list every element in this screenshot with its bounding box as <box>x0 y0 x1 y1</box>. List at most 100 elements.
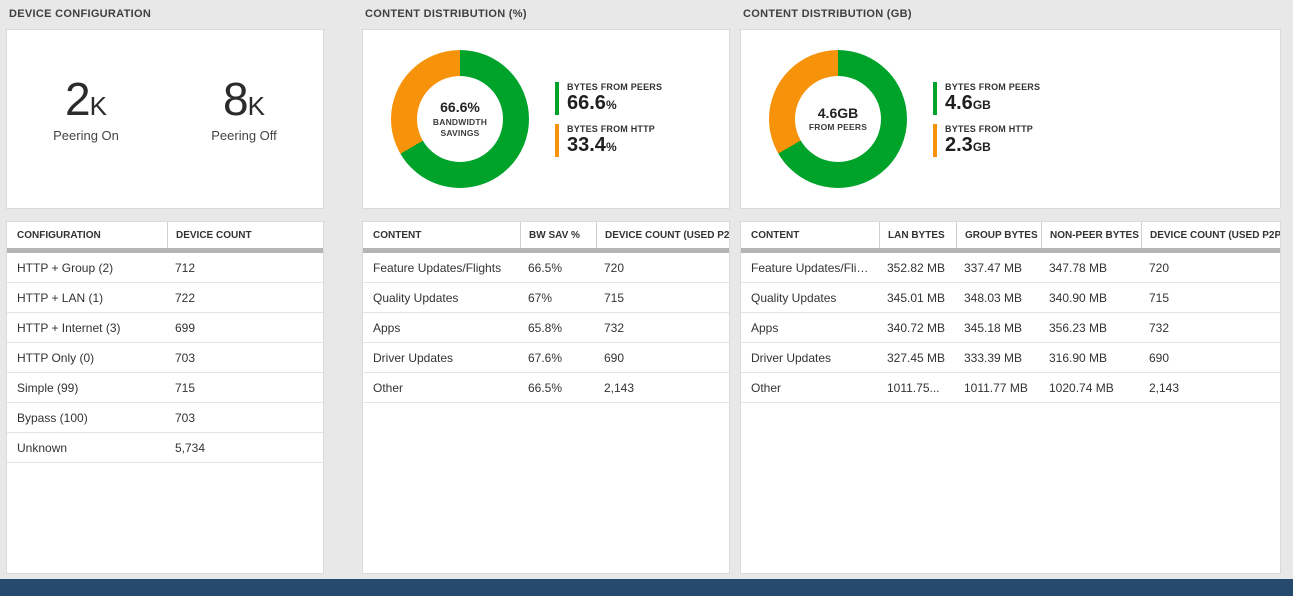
legend-value-bytes-from-peers: 4.6GB <box>945 92 1040 115</box>
table-row: Bypass (100) 703 <box>7 403 323 433</box>
cell-bw-sav-pct: 67% <box>528 290 553 305</box>
cell-non-peer-bytes: 1020.74 MB <box>1049 380 1114 395</box>
legend-item-bytes-from-peers: BYTES FROM PEERS 66.6% <box>555 81 662 115</box>
legend-value-unit: GB <box>972 97 991 112</box>
column-header-group-bytes: GROUP BYTES <box>956 222 1041 248</box>
peering-off-value: 8 <box>223 73 249 125</box>
legend-item-bytes-from-http: BYTES FROM HTTP 2.3GB <box>933 123 1040 157</box>
chart-legend: BYTES FROM PEERS 66.6% BYTES FROM HTTP 3… <box>555 81 662 157</box>
cell-device-count: 732 <box>1149 320 1170 335</box>
cell-lan-bytes: 352.82 MB <box>887 260 946 275</box>
cell-non-peer-bytes: 340.90 MB <box>1049 290 1108 305</box>
cell-device-count: 2,143 <box>604 380 635 395</box>
cell-device-count: 703 <box>175 350 196 365</box>
device-configuration-table: CONFIGURATION DEVICE COUNT HTTP + Group … <box>6 221 324 574</box>
column-header-content: CONTENT <box>751 229 800 241</box>
legend-item-bytes-from-peers: BYTES FROM PEERS 4.6GB <box>933 81 1041 115</box>
donut-center-label: 4.6GB FROM PEERS <box>795 76 881 162</box>
legend-swatch-green <box>555 81 559 115</box>
cell-group-bytes: 1011.77 MB <box>964 380 1028 395</box>
legend-label-bytes-from-peers: BYTES FROM PEERS <box>567 81 663 92</box>
legend-value-bytes-from-http: 2.3GB <box>945 134 1033 157</box>
content-distribution-pct-section: CONTENT DISTRIBUTION (%) 66.6% BANDWIDTH… <box>362 8 730 574</box>
cell-non-peer-bytes: 316.90 MB <box>1049 350 1108 365</box>
cell-configuration: HTTP Only (0) <box>17 350 95 365</box>
table-row: Driver Updates 327.45 MB 333.39 MB 316.9… <box>741 343 1280 373</box>
cell-lan-bytes: 340.72 MB <box>887 320 946 335</box>
cell-content: Quality Updates <box>373 290 459 305</box>
chart-body: 66.6% BANDWIDTH SAVINGS BYTES FROM PEERS… <box>363 30 729 208</box>
legend-value-unit: % <box>605 139 617 154</box>
panel-title-device-configuration: DEVICE CONFIGURATION <box>9 8 152 20</box>
stat-peering-off: 8K Peering Off <box>165 76 323 208</box>
cell-non-peer-bytes: 356.23 MB <box>1049 320 1108 335</box>
content-distribution-gb-table: CONTENT LAN BYTES GROUP BYTES NON-PEER B… <box>740 221 1281 574</box>
legend-label-bytes-from-peers: BYTES FROM PEERS <box>945 81 1041 92</box>
table-header-divider <box>7 248 323 253</box>
table-row: Quality Updates 345.01 MB 348.03 MB 340.… <box>741 283 1280 313</box>
chart-legend: BYTES FROM PEERS 4.6GB BYTES FROM HTTP 2… <box>933 81 1041 157</box>
table-row: Driver Updates 67.6% 690 <box>363 343 729 373</box>
donut-center-caption-line1: BANDWIDTH <box>432 116 488 127</box>
cell-content: Feature Updates/Flights <box>751 260 879 275</box>
legend-value-number: 66.6 <box>567 91 606 114</box>
chart-body: 4.6GB FROM PEERS BYTES FROM PEERS 4.6GB <box>741 30 1280 208</box>
device-configuration-section: DEVICE CONFIGURATION 2K Peering On 8K Pe… <box>6 8 324 574</box>
cell-device-count: 722 <box>175 290 196 305</box>
table-row: Other 66.5% 2,143 <box>363 373 729 403</box>
cell-group-bytes: 333.39 MB <box>964 350 1023 365</box>
legend-value-unit: % <box>605 97 617 112</box>
table-row: HTTP + Internet (3) 699 <box>7 313 323 343</box>
cell-bw-sav-pct: 67.6% <box>528 350 563 365</box>
table-row: Apps 65.8% 732 <box>363 313 729 343</box>
cell-configuration: Unknown <box>17 440 68 455</box>
table-header-divider <box>741 248 1280 253</box>
stat-peering-on: 2K Peering On <box>7 76 165 208</box>
cell-group-bytes: 348.03 MB <box>964 290 1023 305</box>
cell-configuration: Bypass (100) <box>17 410 88 425</box>
legend-value-number: 33.4 <box>567 133 606 156</box>
peering-off-unit: K <box>247 91 265 121</box>
table-header-row: CONFIGURATION DEVICE COUNT <box>7 222 323 248</box>
peering-on-value: 2 <box>65 73 91 125</box>
cell-content: Other <box>751 380 782 395</box>
delivery-optimization-dashboard: DEVICE CONFIGURATION 2K Peering On 8K Pe… <box>6 8 1281 574</box>
legend-text: BYTES FROM PEERS 66.6% <box>567 82 662 115</box>
device-configuration-stats-card: 2K Peering On 8K Peering Off <box>6 29 324 209</box>
cell-device-count: 2,143 <box>1149 380 1180 395</box>
panel-title-content-distribution-gb: CONTENT DISTRIBUTION (GB) <box>743 8 912 20</box>
cell-group-bytes: 337.47 MB <box>964 260 1023 275</box>
cell-lan-bytes: 327.45 MB <box>887 350 946 365</box>
cell-device-count: 690 <box>1149 350 1170 365</box>
peering-on-label: Peering On <box>53 128 119 143</box>
cell-configuration: HTTP + Group (2) <box>17 260 114 275</box>
cell-content: Driver Updates <box>751 350 832 365</box>
cell-non-peer-bytes: 347.78 MB <box>1049 260 1108 275</box>
donut-center-value: 66.6% <box>440 99 480 116</box>
legend-label-bytes-from-http: BYTES FROM HTTP <box>945 123 1033 134</box>
bandwidth-savings-donut-chart: 66.6% BANDWIDTH SAVINGS <box>391 50 529 188</box>
table-row: HTTP + Group (2) 712 <box>7 253 323 283</box>
table-row: HTTP + LAN (1) 722 <box>7 283 323 313</box>
cell-content: Quality Updates <box>751 290 837 305</box>
cell-device-count: 712 <box>175 260 196 275</box>
table-row: Other 1011.75... 1011.77 MB 1020.74 MB 2… <box>741 373 1280 403</box>
cell-device-count: 699 <box>175 320 196 335</box>
cell-device-count: 703 <box>175 410 196 425</box>
cell-bw-sav-pct: 66.5% <box>528 380 563 395</box>
peering-off-value-group: 8K <box>165 76 323 122</box>
legend-item-bytes-from-http: BYTES FROM HTTP 33.4% <box>555 123 662 157</box>
content-distribution-gb-chart-card: 4.6GB FROM PEERS BYTES FROM PEERS 4.6GB <box>740 29 1281 209</box>
cell-lan-bytes: 345.01 MB <box>887 290 946 305</box>
legend-value-unit: GB <box>972 139 991 154</box>
cell-device-count: 690 <box>604 350 625 365</box>
column-header-non-peer-bytes: NON-PEER BYTES <box>1041 222 1141 248</box>
legend-text: BYTES FROM HTTP 2.3GB <box>945 124 1033 157</box>
table-header-divider <box>363 248 729 253</box>
donut-center-caption-line2: SAVINGS <box>440 127 480 138</box>
cell-device-count: 5,734 <box>175 440 206 455</box>
legend-value-bytes-from-peers: 66.6% <box>567 92 662 115</box>
column-header-device-count: DEVICE COUNT <box>167 222 323 248</box>
table-row: Simple (99) 715 <box>7 373 323 403</box>
column-header-lan-bytes: LAN BYTES <box>879 222 956 248</box>
